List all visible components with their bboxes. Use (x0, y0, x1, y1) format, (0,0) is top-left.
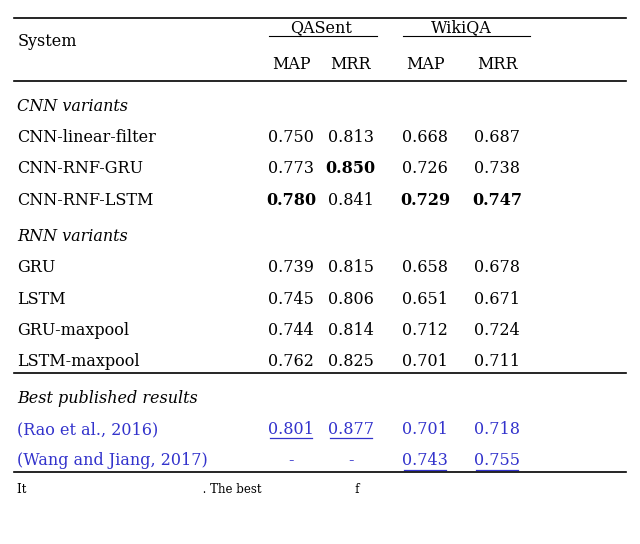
Text: 0.750: 0.750 (268, 129, 314, 146)
Text: 0.718: 0.718 (474, 421, 520, 438)
Text: It                                               . The best                     : It . The best (17, 483, 360, 496)
Text: 0.825: 0.825 (328, 354, 374, 370)
Text: 0.739: 0.739 (268, 259, 314, 276)
Text: CNN-RNF-LSTM: CNN-RNF-LSTM (17, 192, 154, 209)
Text: CNN-linear-filter: CNN-linear-filter (17, 129, 156, 146)
Text: 0.729: 0.729 (400, 192, 450, 209)
Text: 0.726: 0.726 (402, 160, 448, 177)
Text: LSTM-maxpool: LSTM-maxpool (17, 354, 140, 370)
Text: 0.744: 0.744 (268, 322, 314, 339)
Text: 0.651: 0.651 (402, 290, 448, 308)
Text: 0.841: 0.841 (328, 192, 374, 209)
Text: 0.658: 0.658 (402, 259, 448, 276)
Text: 0.814: 0.814 (328, 322, 374, 339)
Text: 0.701: 0.701 (402, 354, 448, 370)
Text: (Rao et al., 2016): (Rao et al., 2016) (17, 421, 159, 438)
Text: CNN variants: CNN variants (17, 97, 128, 115)
Text: WikiQA: WikiQA (431, 19, 492, 36)
Text: (Wang and Jiang, 2017): (Wang and Jiang, 2017) (17, 453, 208, 469)
Text: GRU: GRU (17, 259, 56, 276)
Text: 0.678: 0.678 (474, 259, 520, 276)
Text: MRR: MRR (330, 56, 371, 73)
Text: 0.747: 0.747 (472, 192, 522, 209)
Text: 0.813: 0.813 (328, 129, 374, 146)
Text: System: System (17, 33, 77, 50)
Text: 0.724: 0.724 (474, 322, 520, 339)
Text: 0.712: 0.712 (402, 322, 448, 339)
Text: 0.687: 0.687 (474, 129, 520, 146)
Text: 0.755: 0.755 (474, 453, 520, 469)
Text: MAP: MAP (272, 56, 310, 73)
Text: 0.738: 0.738 (474, 160, 520, 177)
Text: MRR: MRR (477, 56, 518, 73)
Text: 0.780: 0.780 (266, 192, 316, 209)
Text: 0.743: 0.743 (402, 453, 448, 469)
Text: 0.850: 0.850 (326, 160, 376, 177)
Text: -: - (348, 453, 353, 469)
Text: 0.668: 0.668 (402, 129, 448, 146)
Text: -: - (289, 453, 294, 469)
Text: 0.815: 0.815 (328, 259, 374, 276)
Text: 0.773: 0.773 (268, 160, 314, 177)
Text: RNN variants: RNN variants (17, 228, 128, 245)
Text: 0.877: 0.877 (328, 421, 374, 438)
Text: QASent: QASent (291, 19, 352, 36)
Text: 0.671: 0.671 (474, 290, 520, 308)
Text: MAP: MAP (406, 56, 444, 73)
Text: 0.711: 0.711 (474, 354, 520, 370)
Text: 0.745: 0.745 (268, 290, 314, 308)
Text: GRU-maxpool: GRU-maxpool (17, 322, 129, 339)
Text: 0.762: 0.762 (268, 354, 314, 370)
Text: Best published results: Best published results (17, 390, 198, 406)
Text: 0.801: 0.801 (268, 421, 314, 438)
Text: CNN-RNF-GRU: CNN-RNF-GRU (17, 160, 143, 177)
Text: LSTM: LSTM (17, 290, 66, 308)
Text: 0.701: 0.701 (402, 421, 448, 438)
Text: 0.806: 0.806 (328, 290, 374, 308)
